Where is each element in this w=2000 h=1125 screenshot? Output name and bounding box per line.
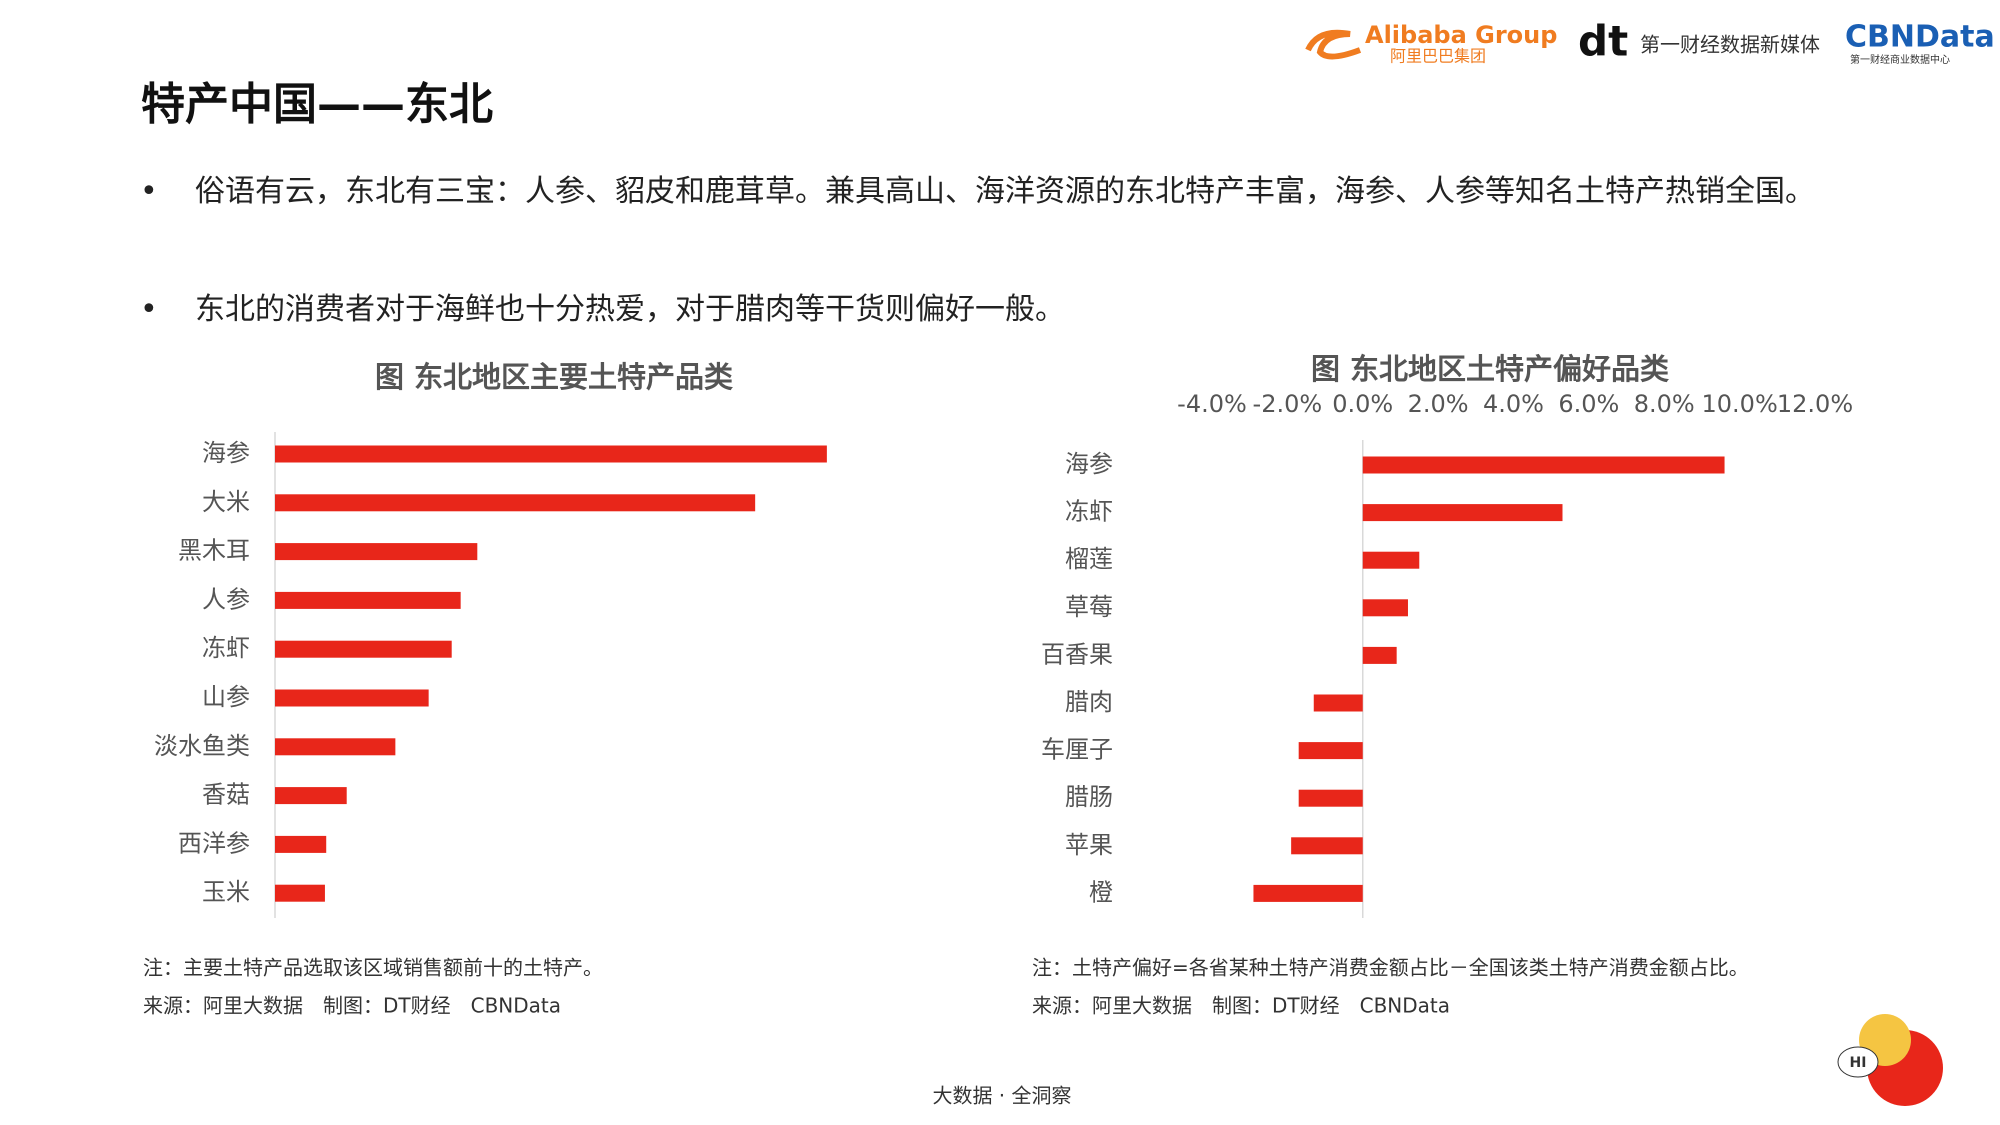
y-tick-label: 百香果 bbox=[1041, 640, 1113, 668]
x-tick-label: -4.0% bbox=[1177, 390, 1247, 418]
bar bbox=[275, 884, 325, 902]
bar bbox=[275, 494, 756, 512]
y-tick-label: 人参 bbox=[202, 585, 250, 613]
chart-title: 图 东北地区土特产偏好品类 bbox=[1311, 352, 1669, 386]
x-tick-label: 2.0% bbox=[1408, 390, 1469, 418]
bar bbox=[1362, 456, 1725, 474]
y-tick-label: 冻虾 bbox=[202, 634, 250, 662]
chart-note: 注：主要土特产品选取该区域销售额前十的土特产。 bbox=[143, 956, 603, 980]
x-tick-label: 12.0% bbox=[1777, 390, 1853, 418]
alibaba-icon bbox=[1305, 29, 1362, 60]
x-tick-label: 10.0% bbox=[1702, 390, 1778, 418]
y-tick-label: 黑木耳 bbox=[178, 537, 250, 565]
chart-source: 来源：阿里大数据 制图：DT财经 CBNData bbox=[143, 994, 561, 1018]
bar bbox=[275, 787, 347, 805]
x-tick-label: 8.0% bbox=[1634, 390, 1695, 418]
chart-note: 注：土特产偏好=各省某种土特产消费金额占比－全国该类土特产消费金额占比。 bbox=[1032, 956, 1749, 980]
y-tick-label: 榴莲 bbox=[1065, 545, 1113, 573]
chart-title: 图 东北地区主要土特产品类 bbox=[375, 360, 733, 394]
y-tick-label: 车厘子 bbox=[1041, 736, 1113, 764]
bar bbox=[275, 738, 396, 756]
bar bbox=[275, 689, 429, 707]
alibaba-cn: 阿里巴巴集团 bbox=[1390, 47, 1486, 66]
y-tick-label: 淡水鱼类 bbox=[154, 732, 250, 760]
x-tick-label: 0.0% bbox=[1332, 390, 1393, 418]
bar bbox=[275, 543, 478, 561]
bullet-text: 东北的消费者对于海鲜也十分热爱，对于腊肉等干货则偏好一般。 bbox=[195, 292, 1065, 327]
bar bbox=[1298, 742, 1363, 760]
footer: 大数据 · 全洞察 bbox=[932, 1084, 1071, 1108]
y-tick-label: 西洋参 bbox=[178, 829, 250, 857]
x-tick-label: -2.0% bbox=[1253, 390, 1323, 418]
bar bbox=[275, 835, 327, 853]
y-tick-label: 冻虾 bbox=[1065, 498, 1113, 526]
y-tick-label: 橙 bbox=[1089, 878, 1113, 906]
y-tick-label: 海参 bbox=[1065, 450, 1113, 478]
y-tick-label: 腊肠 bbox=[1065, 783, 1113, 811]
bar bbox=[275, 640, 452, 658]
bar bbox=[1291, 837, 1363, 855]
bar bbox=[1313, 694, 1363, 712]
y-tick-label: 草莓 bbox=[1065, 593, 1113, 621]
mascot: HI bbox=[1837, 1014, 1943, 1106]
y-tick-label: 玉米 bbox=[202, 878, 250, 906]
cbn-logo: CBNData bbox=[1845, 20, 1995, 55]
bar bbox=[275, 445, 827, 463]
y-tick-label: 山参 bbox=[202, 683, 250, 711]
logos: Alibaba Group 阿里巴巴集团 dt 第一财经数据新媒体 CBNDat… bbox=[1305, 17, 1995, 66]
mascot-hi: HI bbox=[1850, 1055, 1867, 1071]
alibaba-logo: Alibaba Group bbox=[1365, 21, 1557, 49]
slide-title: 特产中国——东北 bbox=[141, 79, 493, 130]
bar bbox=[1362, 599, 1408, 617]
y-tick-label: 苹果 bbox=[1065, 831, 1113, 859]
x-tick-label: 6.0% bbox=[1558, 390, 1619, 418]
bar bbox=[1362, 504, 1563, 522]
bar bbox=[1362, 551, 1420, 569]
cbn-sub: 第一财经商业数据中心 bbox=[1850, 53, 1950, 66]
y-tick-label: 大米 bbox=[202, 488, 250, 516]
bar bbox=[1298, 789, 1363, 807]
dt-name: 第一财经数据新媒体 bbox=[1640, 33, 1820, 57]
bar bbox=[275, 591, 461, 609]
y-tick-label: 香菇 bbox=[202, 781, 250, 809]
y-tick-label: 腊肉 bbox=[1065, 688, 1113, 716]
dt-logo: dt bbox=[1578, 17, 1628, 66]
bar bbox=[1253, 884, 1363, 902]
x-tick-label: 4.0% bbox=[1483, 390, 1544, 418]
mascot-bubble bbox=[1837, 1046, 1879, 1078]
bullet-text: 俗语有云，东北有三宝：人参、貂皮和鹿茸草。兼具高山、海洋资源的东北特产丰富，海参… bbox=[195, 174, 1815, 209]
bar bbox=[1362, 646, 1397, 664]
y-tick-label: 海参 bbox=[202, 439, 250, 467]
chart-source: 来源：阿里大数据 制图：DT财经 CBNData bbox=[1032, 994, 1450, 1018]
